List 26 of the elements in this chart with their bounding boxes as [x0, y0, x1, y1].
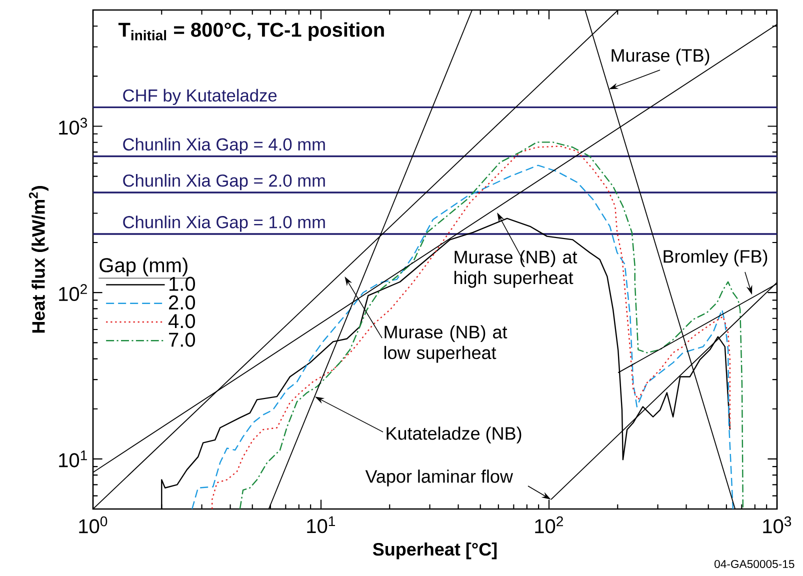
legend-title: Gap (mm) — [100, 258, 188, 276]
x-tick-label: 10$^{2}$ — [535, 516, 563, 534]
annotation: Murase (TB) — [612, 48, 710, 66]
text: T$_{initial}$ = 800°C, TC-1 position — [118, 22, 384, 41]
y-tick-label: 10$^{3}$ — [59, 118, 88, 135]
y-tick-label: 10$^{2}$ — [59, 284, 87, 302]
x-axis-title: Superheat [°C] — [372, 542, 497, 560]
x-tick-label: 10$^{1}$ — [307, 516, 335, 534]
legend-label: 4.0 — [168, 314, 196, 328]
annotation: CHF by Kutateladze — [123, 88, 277, 106]
text: 04-GA50005-15 — [714, 560, 794, 568]
legend-label: 2.0 — [169, 295, 196, 310]
legend-label: 1.0 — [170, 276, 196, 291]
x-tick-label: 10$^{3}$ — [763, 516, 792, 534]
annotation: Bromley (FB) — [664, 250, 768, 266]
annotation: Chunlin Xia Gap = 1.0 mm — [123, 216, 325, 232]
annotation: Kutateladze (NB) — [386, 426, 522, 444]
x-tick-label: 10$^{0}$ — [79, 516, 108, 534]
annotation: Chunlin Xia Gap = 2.0 mm — [123, 174, 325, 190]
annotation: Murase (NB) at high superheat — [454, 250, 578, 288]
y-tick-label: 10$^{1}$ — [59, 450, 87, 468]
annotation: Vapor laminar flow — [365, 470, 514, 486]
legend-label: 7.0 — [169, 332, 196, 347]
y-axis-title: Heat flux (kW/m$^{2}$) — [28, 186, 48, 333]
annotation: Murase (NB) at low superheat — [384, 325, 508, 363]
annotation: Chunlin Xia Gap = 4.0 mm — [123, 138, 325, 154]
